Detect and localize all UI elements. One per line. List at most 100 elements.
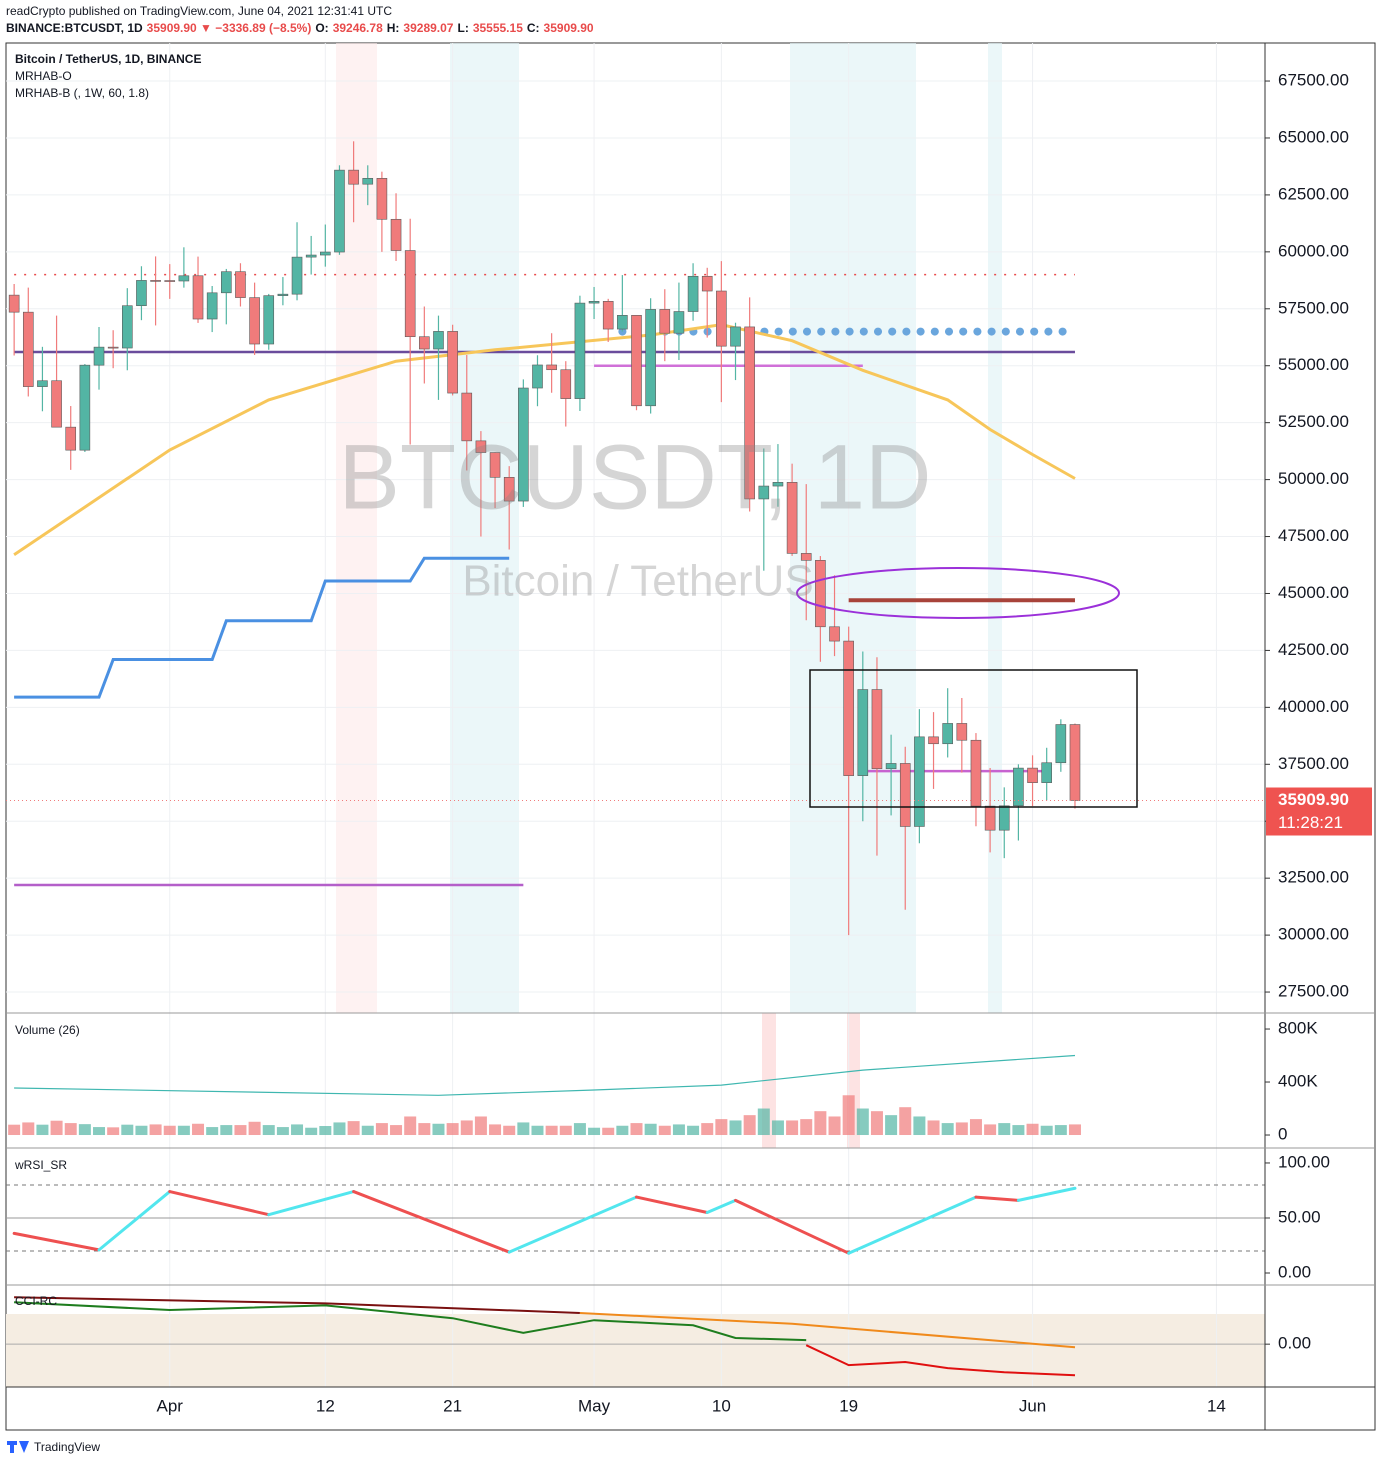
candle-body	[107, 346, 119, 349]
chart-frame	[5, 42, 1376, 1431]
volume-bar	[93, 1127, 106, 1136]
footer: TradingView	[34, 1440, 100, 1454]
candle-body	[65, 426, 77, 451]
candle-body	[574, 302, 586, 399]
x-tick-label: 12	[316, 1396, 335, 1415]
candle-body	[843, 640, 854, 776]
candle-body	[885, 763, 897, 770]
volume-bar	[361, 1125, 374, 1136]
candle-body	[815, 560, 826, 628]
candle-body	[730, 326, 741, 347]
volume-bar	[588, 1127, 601, 1136]
volume-bar	[432, 1123, 445, 1136]
candle-body	[206, 292, 218, 320]
rsi-segment	[507, 1195, 638, 1254]
candle-body	[235, 271, 246, 298]
volume-bar	[78, 1124, 91, 1136]
cci-line	[14, 1296, 580, 1314]
candle-body	[744, 326, 755, 500]
volume-bar	[474, 1116, 487, 1136]
volume-bar	[22, 1122, 35, 1136]
candle-body	[928, 736, 939, 745]
chart-layer: Apr 12 21 May 10 19 Jun 14 27500.00 30000.00 32500…	[6, 43, 1372, 1415]
candle-body	[51, 380, 62, 428]
volume-bar	[616, 1125, 629, 1136]
y-tick-label: 47500.00	[1278, 526, 1349, 545]
volume-bar	[149, 1124, 162, 1136]
volume-bar	[333, 1122, 346, 1136]
candle-body	[560, 369, 572, 399]
volume-bar	[163, 1125, 176, 1136]
candle-body	[447, 331, 458, 394]
highlight-zone	[790, 43, 916, 1013]
rsi-segment	[352, 1190, 511, 1254]
candle-body	[673, 311, 685, 334]
volume-bar	[1012, 1125, 1025, 1136]
volume-bar	[1040, 1125, 1053, 1136]
countdown: 11:28:21	[1278, 813, 1343, 832]
volume-bar	[743, 1115, 756, 1136]
candle-body	[404, 250, 416, 338]
indicator-legend: MRHAB-O	[15, 69, 72, 83]
volume-bar	[418, 1123, 431, 1136]
candle-body	[645, 309, 656, 407]
candle-body	[150, 280, 161, 282]
rsi-segment	[635, 1195, 709, 1214]
volume-bar	[64, 1123, 77, 1136]
candle-body	[277, 293, 289, 296]
pane-title: wRSI_SR	[14, 1158, 67, 1172]
candle-body	[503, 477, 515, 502]
candle-body	[829, 626, 840, 642]
chart-title: Bitcoin / TetherUS, 1D, BINANCE	[15, 52, 201, 66]
annotation-box	[809, 669, 1138, 808]
watermark: Bitcoin / TetherUS	[462, 557, 813, 606]
volume-bar	[715, 1119, 728, 1136]
volume-bar	[984, 1124, 997, 1136]
volume-bar	[559, 1125, 572, 1136]
rsi-segment	[705, 1198, 738, 1214]
volume-bar	[545, 1125, 558, 1136]
candle-body	[320, 251, 331, 256]
logo	[7, 1441, 29, 1453]
y-tick-label: 67500.00	[1278, 71, 1349, 90]
candle-body	[122, 305, 133, 349]
y-tick-label: 40000.00	[1278, 697, 1349, 716]
y-tick-label: 37500.00	[1278, 754, 1349, 773]
candle-body	[914, 736, 925, 827]
volume-bar	[899, 1107, 912, 1136]
volume-bar	[404, 1116, 417, 1136]
volume-bar	[602, 1127, 615, 1136]
candle-body	[433, 331, 444, 350]
volume-bar	[36, 1124, 49, 1136]
y-tick-label: 42500.00	[1278, 640, 1349, 659]
x-tick-label: 21	[443, 1396, 462, 1415]
y-tick-label: 60000.00	[1278, 241, 1349, 260]
volume-bar	[206, 1127, 219, 1136]
volume-bar	[927, 1120, 940, 1136]
y-tick-label: 400K	[1278, 1072, 1318, 1091]
volume-bar	[319, 1126, 332, 1136]
candle-body	[899, 763, 911, 827]
candle-body	[800, 553, 812, 561]
candle-body	[1013, 767, 1024, 807]
volume-bar	[913, 1116, 926, 1136]
volume-bar	[503, 1125, 516, 1136]
candle-body	[221, 271, 232, 294]
quote-line: BINANCE:BTCUSDT, 1D 35909.90 ▼ −3336.89 (…	[6, 21, 594, 35]
candle-body	[136, 280, 147, 307]
candle-body	[786, 482, 798, 554]
pane-title: Volume (26)	[15, 1023, 80, 1037]
volume-bar	[460, 1120, 473, 1136]
cci-line	[14, 1301, 807, 1342]
highlight-zone	[988, 43, 1002, 1013]
candle-body	[291, 256, 303, 295]
candle-body	[164, 280, 176, 282]
y-tick-label: 55000.00	[1278, 355, 1349, 374]
rsi-segment	[267, 1190, 356, 1217]
volume-bar	[50, 1120, 63, 1136]
volume-bar	[969, 1119, 982, 1136]
quote-part: 39289.07	[403, 21, 453, 35]
y-tick-label: 57500.00	[1278, 298, 1349, 317]
candle-body	[588, 301, 600, 304]
